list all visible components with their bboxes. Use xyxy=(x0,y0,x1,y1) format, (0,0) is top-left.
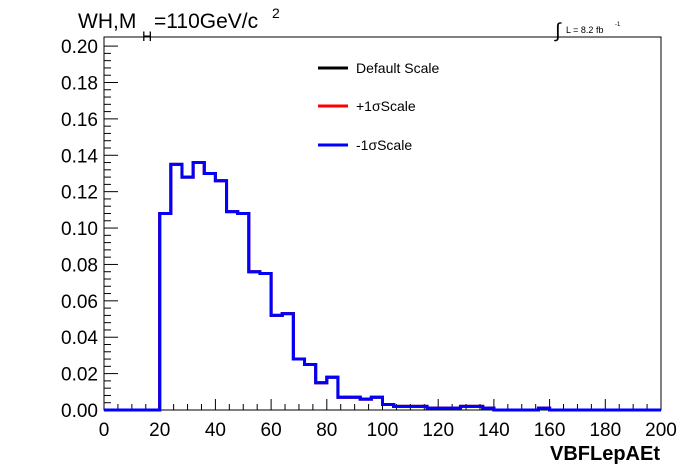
x-tick-label: 20 xyxy=(149,420,170,441)
luminosity-label: ∫ L = 8.2 fb -1 xyxy=(554,20,621,42)
y-tick-label: 0.16 xyxy=(61,110,98,131)
y-tick-label: 0.02 xyxy=(61,365,98,386)
x-axis: 0 20 40 60 80 100 120 140 160 180 200 xyxy=(99,399,677,441)
y-tick-label: 0.20 xyxy=(61,37,98,58)
x-tick-label: 40 xyxy=(205,420,226,441)
y-tick-label: 0.14 xyxy=(61,146,98,167)
integral-sign: ∫ xyxy=(554,20,562,42)
x-tick-label: 120 xyxy=(422,420,454,441)
legend-label: Default Scale xyxy=(356,60,439,76)
series-line-2 xyxy=(104,161,661,412)
x-tick-label: 140 xyxy=(478,420,510,441)
chart-title-superscript: 2 xyxy=(272,5,280,21)
chart-title-main: WH,M xyxy=(78,10,136,33)
y-tick-label: 0.18 xyxy=(61,73,98,94)
y-axis: 0.00 0.02 0.04 0.06 0.08 0.10 0.12 0.14 0.16 0.18… xyxy=(61,37,118,422)
y-tick-label: 0.10 xyxy=(61,219,98,240)
luminosity-text: L = 8.2 fb xyxy=(566,25,603,35)
y-tick-label: 0.00 xyxy=(61,401,98,422)
y-tick-label: 0.06 xyxy=(61,292,98,313)
y-tick-label: 0.04 xyxy=(61,328,98,349)
y-tick-label: 0.08 xyxy=(61,255,98,276)
series-layer xyxy=(104,161,661,412)
x-tick-label: 0 xyxy=(99,420,110,441)
x-axis-label: VBFLepAEt xyxy=(550,443,660,465)
x-tick-label: 100 xyxy=(367,420,399,441)
x-tick-label: 60 xyxy=(261,420,282,441)
legend-label: -1σScale xyxy=(356,137,412,153)
legend: Default Scale +1σScale -1σScale xyxy=(318,60,439,153)
x-tick-label: 160 xyxy=(534,420,566,441)
chart-title: WH,M H =110GeV/c 2 xyxy=(78,5,280,44)
series-line-0 xyxy=(104,161,661,412)
y-tick-label: 0.12 xyxy=(61,183,98,204)
x-tick-label: 180 xyxy=(589,420,621,441)
series-line-1 xyxy=(104,161,661,412)
x-tick-label: 80 xyxy=(316,420,337,441)
chart-title-rest: =110GeV/c xyxy=(154,10,258,33)
plot-frame xyxy=(103,36,662,411)
legend-label: +1σScale xyxy=(356,98,416,114)
luminosity-superscript: -1 xyxy=(615,22,621,28)
x-tick-label: 200 xyxy=(645,420,677,441)
chart-title-subscript: H xyxy=(142,28,152,44)
